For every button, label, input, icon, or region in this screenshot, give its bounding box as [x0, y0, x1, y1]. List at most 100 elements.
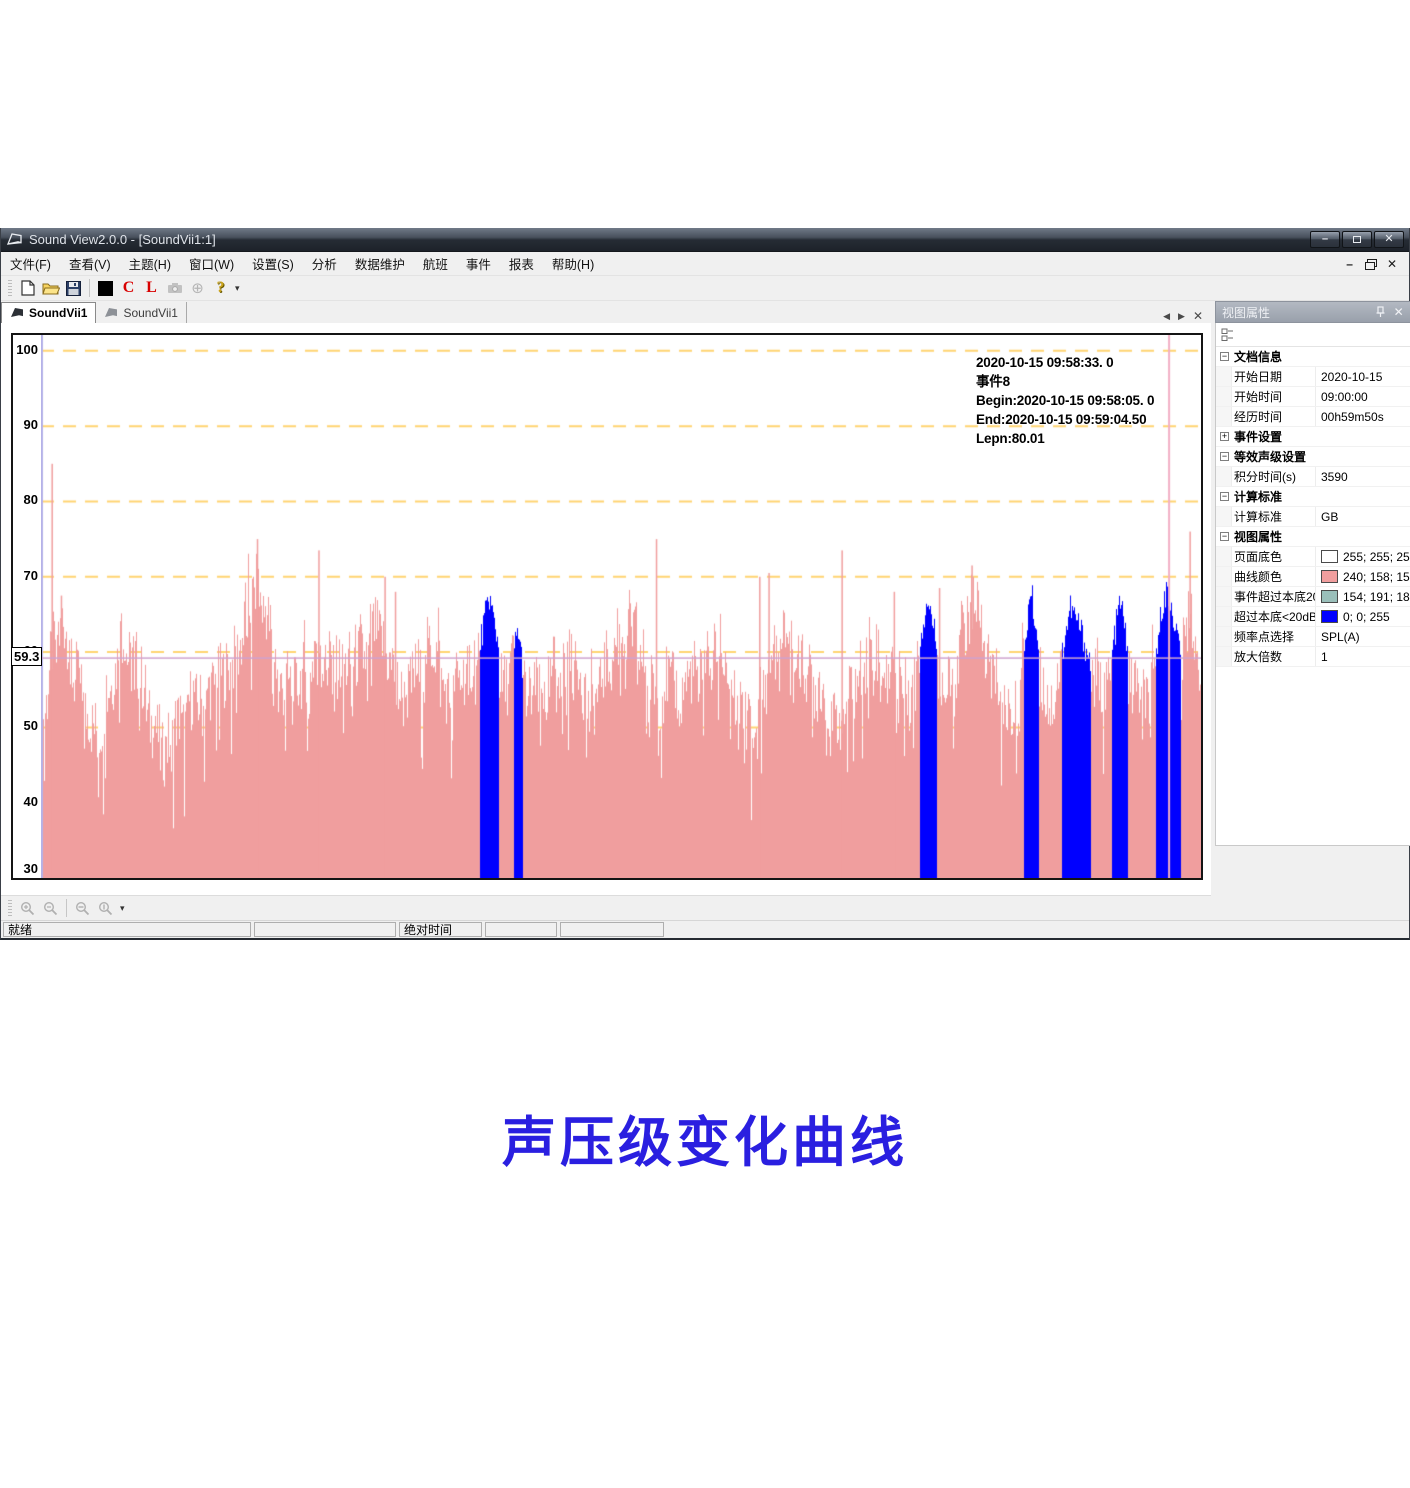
prop-value[interactable]: SPL(A) [1316, 627, 1410, 646]
prop-category-计算标准[interactable]: − 计算标准 [1216, 487, 1410, 507]
prop-item-曲线颜色[interactable]: 曲线颜色 240; 158; 15 [1216, 567, 1410, 587]
document-sail-icon [11, 308, 23, 317]
tab-strip: SoundVii1 SoundVii1 [1, 302, 187, 323]
spl-chart-canvas[interactable] [41, 335, 1201, 878]
y-axis-label: 30 [23, 861, 38, 876]
categorize-icon[interactable] [1221, 328, 1235, 342]
prop-item-超过本底<20dB[interactable]: 超过本底<20dB 0; 0; 255 [1216, 607, 1410, 627]
tab-bar: SoundVii1 SoundVii1 ◀ ▶ ✕ [1, 301, 1211, 323]
mdi-minimize-button[interactable]: – [1346, 256, 1353, 271]
menu-item[interactable]: 数据维护 [354, 258, 405, 272]
mdi-close-button[interactable]: ✕ [1386, 256, 1397, 271]
prop-item-经历时间[interactable]: 经历时间 00h59m50s [1216, 407, 1410, 427]
prop-value[interactable]: 255; 255; 25 [1316, 547, 1410, 566]
prop-value[interactable]: 3590 [1316, 467, 1410, 486]
collapse-icon[interactable]: − [1220, 491, 1229, 501]
prop-value[interactable]: GB [1316, 507, 1410, 526]
prop-label: 曲线颜色 [1232, 567, 1316, 586]
prop-value[interactable]: 240; 158; 15 [1316, 567, 1410, 586]
color-tool-button[interactable] [95, 278, 116, 299]
close-button[interactable]: ✕ [1374, 231, 1404, 248]
expand-icon[interactable]: + [1220, 431, 1229, 441]
zoom-horizontal-button-disabled [72, 898, 93, 919]
prop-category-事件设置[interactable]: + 事件设置 [1216, 427, 1410, 447]
y-axis-label: 90 [23, 417, 38, 433]
menu-item[interactable]: 查看(V) [68, 258, 111, 272]
mdi-restore-button[interactable] [1364, 259, 1377, 270]
magnifier-plus-icon [20, 901, 35, 915]
toolbar-grip[interactable] [8, 280, 12, 296]
menu-item[interactable]: 事件 [465, 258, 491, 272]
property-panel: − 文档信息 开始日期 2020-10-15 开始时间 09:00:00 经历时间 00h59… [1215, 323, 1410, 846]
prop-label: 频率点选择 [1232, 627, 1316, 646]
tab-close-button[interactable]: ✕ [1192, 309, 1203, 323]
menu-item[interactable]: 分析 [311, 258, 337, 272]
menu-item[interactable]: 航班 [422, 258, 448, 272]
prop-gutter [1216, 647, 1232, 666]
menu-items: 文件(F) 查看(V) 主题(H) 窗口(W) 设置(S) 分析 数据维护 航班 事件 报表 帮助(… [1, 250, 603, 277]
tab-soundvii1-1[interactable]: SoundVii1 [96, 302, 187, 323]
prop-gutter [1216, 587, 1232, 606]
zoom-toolbar: ▾ [1, 895, 1211, 920]
prop-category-等效声级设置[interactable]: − 等效声级设置 [1216, 447, 1410, 467]
prop-item-事件超过本底20dB[interactable]: 事件超过本底20dB 154; 191; 18 [1216, 587, 1410, 607]
prop-item-频率点选择[interactable]: 频率点选择 SPL(A) [1216, 627, 1410, 647]
prop-value[interactable]: 154; 191; 18 [1316, 587, 1410, 606]
prop-gutter [1216, 627, 1232, 646]
minimize-button[interactable]: – [1310, 231, 1340, 248]
prop-value[interactable]: 0; 0; 255 [1316, 607, 1410, 626]
l-tool-button[interactable]: L [141, 278, 162, 299]
prop-item-开始时间[interactable]: 开始时间 09:00:00 [1216, 387, 1410, 407]
tab-scroll-left-button[interactable]: ◀ [1163, 310, 1171, 321]
menu-item[interactable]: 设置(S) [252, 258, 294, 272]
prop-category-文档信息[interactable]: − 文档信息 [1216, 347, 1410, 367]
tab-navigation: ◀ ▶ ✕ [1163, 309, 1211, 323]
prop-item-积分时间(s)[interactable]: 积分时间(s) 3590 [1216, 467, 1410, 487]
menu-item[interactable]: 报表 [508, 258, 534, 272]
open-file-button[interactable] [40, 278, 61, 299]
prop-item-开始日期[interactable]: 开始日期 2020-10-15 [1216, 367, 1410, 387]
dock-column: 视图属性 ✕ − 文档信息 开始日期 2020-10-15 开 [1215, 301, 1410, 920]
save-button[interactable] [63, 278, 84, 299]
dock-panel-title: 视图属性 [1222, 305, 1271, 320]
prop-value-text: 1 [1321, 649, 1328, 664]
new-file-button[interactable] [17, 278, 38, 299]
collapse-icon[interactable]: − [1220, 351, 1229, 361]
prop-category-label: 计算标准 [1234, 490, 1283, 504]
collapse-icon[interactable]: − [1220, 531, 1229, 541]
dock-close-button[interactable]: ✕ [1393, 305, 1404, 319]
pin-icon[interactable] [1375, 306, 1386, 318]
menu-item[interactable]: 文件(F) [10, 258, 51, 272]
prop-value[interactable]: 00h59m50s [1316, 407, 1410, 426]
help-button[interactable]: ? [210, 278, 231, 299]
minimize-icon: – [1321, 233, 1329, 245]
zoom-toolbar-grip[interactable] [8, 900, 12, 916]
menu-item[interactable]: 帮助(H) [551, 258, 595, 272]
dock-panel-header[interactable]: 视图属性 ✕ [1215, 301, 1410, 323]
maximize-icon [1353, 236, 1361, 243]
tab-soundvii1-0[interactable]: SoundVii1 [1, 302, 97, 323]
toolbar-overflow-button[interactable]: ▾ [235, 282, 240, 293]
menu-item[interactable]: 窗口(W) [189, 258, 235, 272]
maximize-button[interactable] [1342, 231, 1372, 248]
document-sail-icon [105, 307, 118, 317]
prop-value[interactable]: 1 [1316, 647, 1410, 666]
main-toolbar: C L ⊕ ? ▾ [1, 276, 1409, 301]
prop-category-label: 文档信息 [1234, 350, 1283, 364]
property-grid: − 文档信息 开始日期 2020-10-15 开始时间 09:00:00 经历时间 00h59… [1216, 347, 1410, 667]
collapse-icon[interactable]: − [1220, 451, 1229, 461]
prop-value-text: 09:00:00 [1321, 389, 1368, 404]
prop-item-放大倍数[interactable]: 放大倍数 1 [1216, 647, 1410, 667]
prop-value[interactable]: 09:00:00 [1316, 387, 1410, 406]
y-axis-label: 40 [23, 793, 38, 809]
prop-value[interactable]: 2020-10-15 [1316, 367, 1410, 386]
prop-label: 页面底色 [1232, 547, 1316, 566]
prop-item-页面底色[interactable]: 页面底色 255; 255; 25 [1216, 547, 1410, 567]
menu-item[interactable]: 主题(H) [128, 258, 171, 272]
prop-value-text: GB [1321, 509, 1339, 524]
zoom-toolbar-overflow-button[interactable]: ▾ [120, 902, 125, 913]
tab-scroll-right-button[interactable]: ▶ [1178, 310, 1185, 321]
prop-category-视图属性[interactable]: − 视图属性 [1216, 527, 1410, 547]
prop-item-计算标准[interactable]: 计算标准 GB [1216, 507, 1410, 527]
c-tool-button[interactable]: C [118, 278, 139, 299]
